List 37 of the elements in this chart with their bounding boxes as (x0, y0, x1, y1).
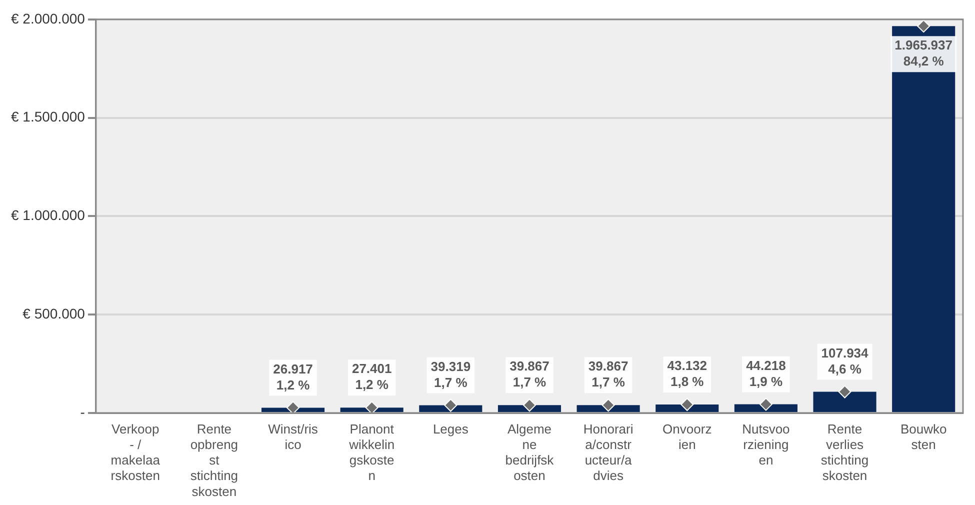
x-tick-label: Algeme ne bedrijfsk osten (505, 421, 554, 484)
x-tick-label: Honorari a/constr ucteur/a dvies (583, 421, 634, 484)
point (365, 401, 378, 413)
point (917, 20, 930, 33)
x-tick-label: Bouwko sten (900, 421, 947, 452)
data-label: 26.917 1,2 % (273, 361, 313, 392)
bar (813, 392, 876, 412)
x-tick-label: Nutsvoo rziening en (742, 421, 790, 468)
data-label: 27.401 1,2 % (352, 361, 392, 392)
data-label: 44.218 1,9 % (746, 358, 786, 389)
point (444, 398, 458, 412)
bar (656, 404, 719, 412)
x-tick-label: Rente verlies stichting skosten (820, 421, 869, 484)
data-label: 1.965.937 84,2 % (894, 38, 953, 69)
point (522, 398, 536, 412)
point (680, 398, 694, 412)
x-tick-label: Verkoop - / makelaa rskosten (110, 421, 161, 484)
x-tick-label: Onvoorz ien (662, 421, 712, 452)
y-tick-label: € 1.500.000 (10, 108, 86, 125)
y-tick-label: € 500.000 (22, 305, 86, 322)
data-label: 39.867 1,7 % (510, 358, 550, 390)
point (602, 398, 615, 412)
data-label: 39.867 1,7 % (588, 358, 628, 390)
y-tick-label: € 2.000.000 (10, 10, 86, 26)
point (286, 401, 300, 413)
data-label: 39.319 1,7 % (430, 358, 471, 390)
data-label: 107.934 4,6 % (821, 345, 870, 376)
x-tick-label: Winst/ris ico (268, 421, 318, 452)
bar (892, 26, 956, 412)
y-tick-label: € 1.000.000 (10, 207, 86, 224)
x-tick-label: Planont wikkelin gskoste n (348, 421, 395, 484)
data-label: 43.132 1,8 % (667, 358, 708, 390)
point (838, 385, 852, 398)
x-tick-label: Rente opbreng st stichting skosten (190, 421, 238, 499)
y-tick-label: - (80, 404, 86, 420)
point (759, 398, 772, 411)
x-tick-label: Leges (432, 421, 469, 436)
